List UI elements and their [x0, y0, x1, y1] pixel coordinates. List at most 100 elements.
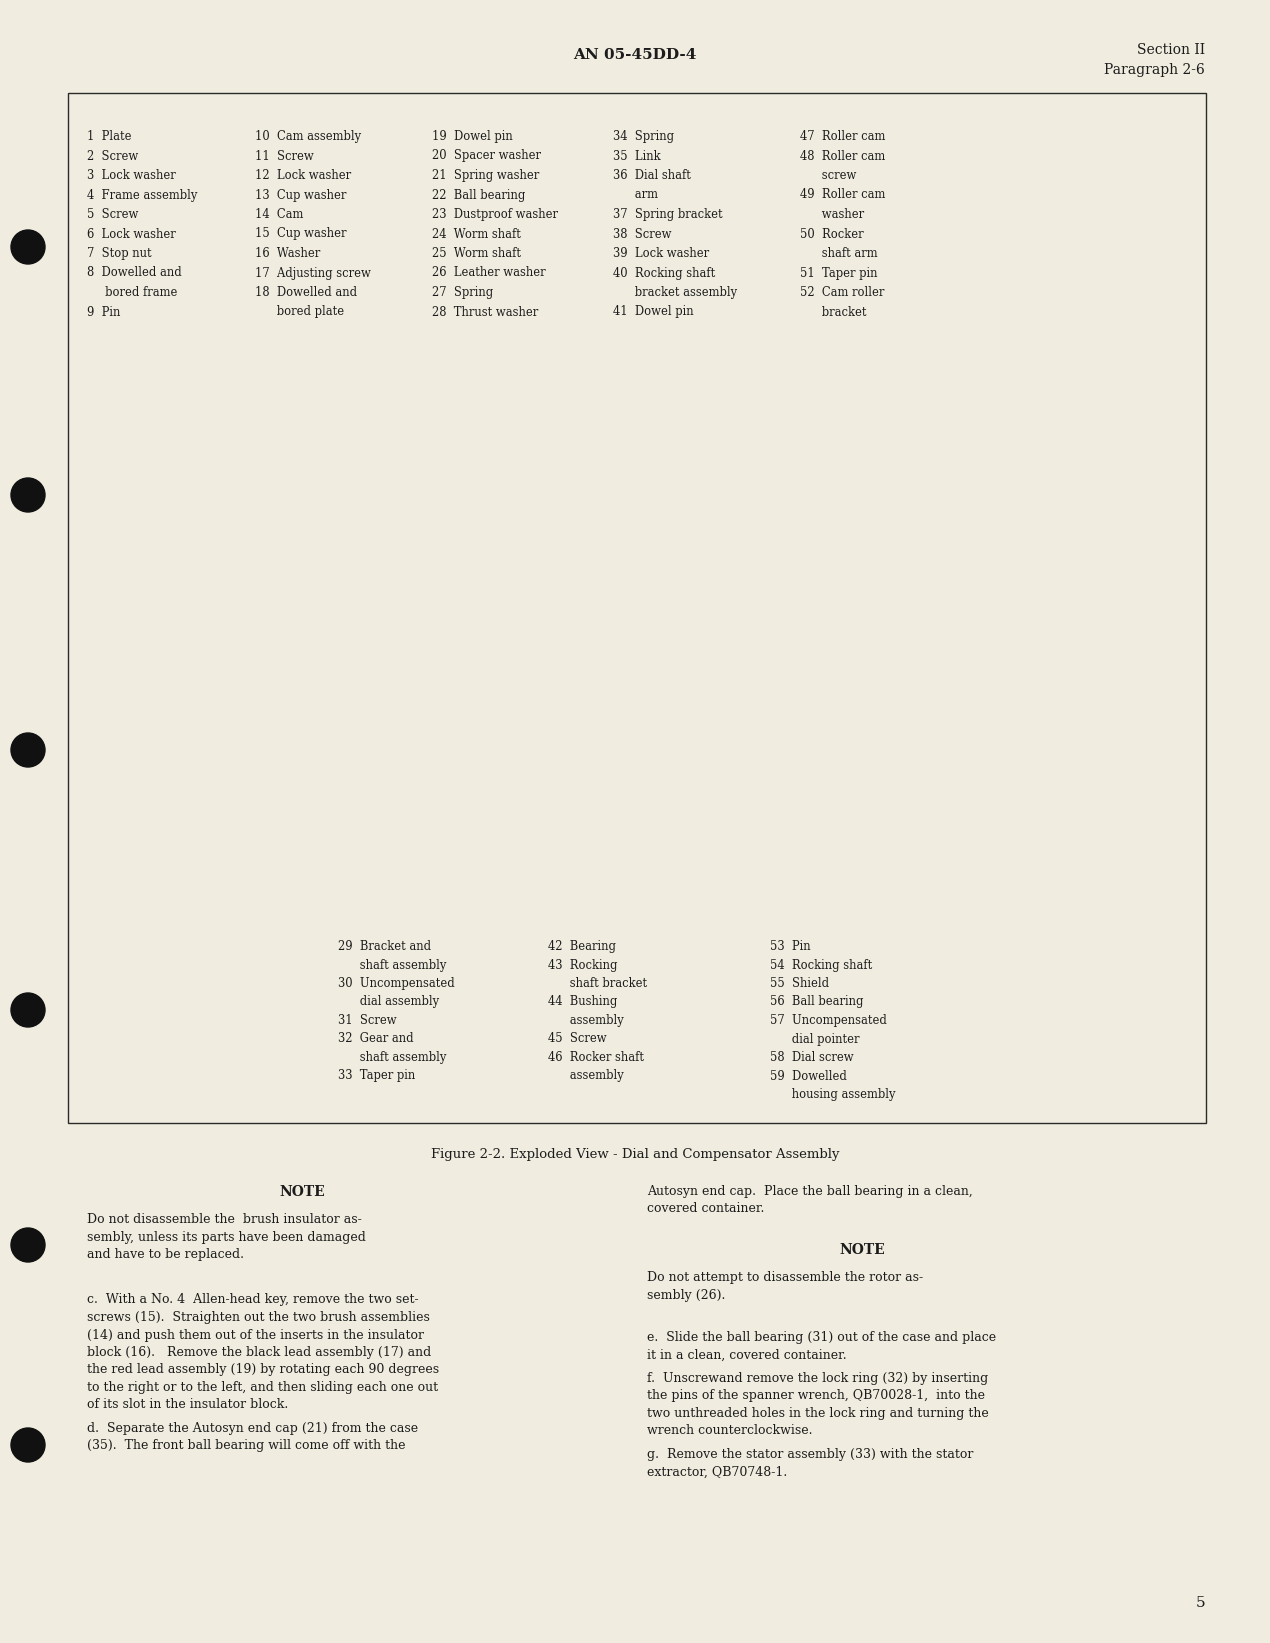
- Text: 28  Thrust washer: 28 Thrust washer: [432, 306, 538, 319]
- Text: two unthreaded holes in the lock ring and turning the: two unthreaded holes in the lock ring an…: [646, 1406, 989, 1420]
- Text: 21  Spring washer: 21 Spring washer: [432, 169, 540, 182]
- Text: 57  Uncompensated: 57 Uncompensated: [770, 1014, 886, 1027]
- Text: 29  Bracket and: 29 Bracket and: [338, 940, 431, 953]
- Text: shaft assembly: shaft assembly: [338, 1052, 446, 1065]
- Text: AN 05-45DD-4: AN 05-45DD-4: [573, 48, 697, 62]
- Text: 13  Cup washer: 13 Cup washer: [255, 189, 347, 202]
- Text: (14) and push them out of the inserts in the insulator: (14) and push them out of the inserts in…: [88, 1329, 424, 1341]
- Text: arm: arm: [613, 189, 658, 202]
- Text: covered container.: covered container.: [646, 1203, 765, 1216]
- Text: the red lead assembly (19) by rotating each 90 degrees: the red lead assembly (19) by rotating e…: [88, 1364, 439, 1377]
- Text: 3  Lock washer: 3 Lock washer: [88, 169, 175, 182]
- Text: 53  Pin: 53 Pin: [770, 940, 810, 953]
- Text: 44  Bushing: 44 Bushing: [547, 996, 617, 1009]
- Text: 25  Worm shaft: 25 Worm shaft: [432, 246, 521, 260]
- Text: 8  Dowelled and: 8 Dowelled and: [88, 266, 182, 279]
- Text: 34  Spring: 34 Spring: [613, 130, 674, 143]
- Text: 49  Roller cam: 49 Roller cam: [800, 189, 885, 202]
- Text: 42  Bearing: 42 Bearing: [547, 940, 616, 953]
- Text: bracket: bracket: [800, 306, 866, 319]
- Text: c.  With a No. 4  Allen-head key, remove the two set-: c. With a No. 4 Allen-head key, remove t…: [88, 1293, 419, 1306]
- Text: 33  Taper pin: 33 Taper pin: [338, 1070, 415, 1083]
- Text: Figure 2-2. Exploded View - Dial and Compensator Assembly: Figure 2-2. Exploded View - Dial and Com…: [431, 1148, 839, 1162]
- Text: 59  Dowelled: 59 Dowelled: [770, 1070, 847, 1083]
- Circle shape: [11, 478, 44, 513]
- Text: 24  Worm shaft: 24 Worm shaft: [432, 227, 521, 240]
- Text: 2  Screw: 2 Screw: [88, 150, 138, 163]
- Text: of its slot in the insulator block.: of its slot in the insulator block.: [88, 1398, 288, 1411]
- Text: 5  Screw: 5 Screw: [88, 209, 138, 222]
- Bar: [69, 94, 1206, 1124]
- Text: the pins of the spanner wrench, QB70028-1,  into the: the pins of the spanner wrench, QB70028-…: [646, 1390, 986, 1403]
- Text: 50  Rocker: 50 Rocker: [800, 227, 864, 240]
- Text: 20  Spacer washer: 20 Spacer washer: [432, 150, 541, 163]
- Text: assembly: assembly: [547, 1014, 624, 1027]
- Text: Autosyn end cap.  Place the ball bearing in a clean,: Autosyn end cap. Place the ball bearing …: [646, 1185, 973, 1198]
- Text: 16  Washer: 16 Washer: [255, 246, 320, 260]
- Text: 46  Rocker shaft: 46 Rocker shaft: [547, 1052, 644, 1065]
- Text: 14  Cam: 14 Cam: [255, 209, 304, 222]
- Circle shape: [11, 1428, 44, 1462]
- Text: g.  Remove the stator assembly (33) with the stator: g. Remove the stator assembly (33) with …: [646, 1447, 973, 1461]
- Text: 26  Leather washer: 26 Leather washer: [432, 266, 546, 279]
- Text: 52  Cam roller: 52 Cam roller: [800, 286, 884, 299]
- Text: wrench counterclockwise.: wrench counterclockwise.: [646, 1424, 813, 1438]
- Text: to the right or to the left, and then sliding each one out: to the right or to the left, and then sl…: [88, 1382, 438, 1393]
- Text: 37  Spring bracket: 37 Spring bracket: [613, 209, 723, 222]
- Text: 31  Screw: 31 Screw: [338, 1014, 396, 1027]
- Text: f.  Unscrewand remove the lock ring (32) by inserting: f. Unscrewand remove the lock ring (32) …: [646, 1372, 988, 1385]
- Circle shape: [11, 992, 44, 1027]
- Circle shape: [11, 733, 44, 767]
- Text: sembly (26).: sembly (26).: [646, 1288, 725, 1301]
- Text: d.  Separate the Autosyn end cap (21) from the case: d. Separate the Autosyn end cap (21) fro…: [88, 1421, 418, 1434]
- Text: 40  Rocking shaft: 40 Rocking shaft: [613, 266, 715, 279]
- Text: 54  Rocking shaft: 54 Rocking shaft: [770, 958, 872, 971]
- Text: 5: 5: [1195, 1595, 1205, 1610]
- Text: and have to be replaced.: and have to be replaced.: [88, 1249, 244, 1260]
- Text: Do not attempt to disassemble the rotor as-: Do not attempt to disassemble the rotor …: [646, 1272, 923, 1283]
- Text: 32  Gear and: 32 Gear and: [338, 1032, 414, 1045]
- Text: 22  Ball bearing: 22 Ball bearing: [432, 189, 526, 202]
- Circle shape: [11, 230, 44, 265]
- Text: 41  Dowel pin: 41 Dowel pin: [613, 306, 693, 319]
- Text: 38  Screw: 38 Screw: [613, 227, 672, 240]
- Text: 35  Link: 35 Link: [613, 150, 660, 163]
- Text: screws (15).  Straighten out the two brush assemblies: screws (15). Straighten out the two brus…: [88, 1311, 429, 1324]
- Text: NOTE: NOTE: [839, 1244, 885, 1257]
- Text: shaft assembly: shaft assembly: [338, 958, 446, 971]
- Text: 43  Rocking: 43 Rocking: [547, 958, 617, 971]
- Text: NOTE: NOTE: [279, 1185, 325, 1199]
- Text: Section II: Section II: [1137, 43, 1205, 58]
- Text: 1  Plate: 1 Plate: [88, 130, 132, 143]
- Text: 12  Lock washer: 12 Lock washer: [255, 169, 351, 182]
- Text: 17  Adjusting screw: 17 Adjusting screw: [255, 266, 371, 279]
- Text: Do not disassemble the  brush insulator as-: Do not disassemble the brush insulator a…: [88, 1213, 362, 1226]
- Text: 30  Uncompensated: 30 Uncompensated: [338, 978, 455, 991]
- Text: 9  Pin: 9 Pin: [88, 306, 121, 319]
- Text: bored frame: bored frame: [88, 286, 178, 299]
- Text: assembly: assembly: [547, 1070, 624, 1083]
- Text: 27  Spring: 27 Spring: [432, 286, 493, 299]
- Text: 58  Dial screw: 58 Dial screw: [770, 1052, 853, 1065]
- Text: 7  Stop nut: 7 Stop nut: [88, 246, 151, 260]
- Text: housing assembly: housing assembly: [770, 1088, 895, 1101]
- Text: extractor, QB70748-1.: extractor, QB70748-1.: [646, 1466, 787, 1479]
- Text: block (16).   Remove the black lead assembly (17) and: block (16). Remove the black lead assemb…: [88, 1346, 432, 1359]
- Text: 36  Dial shaft: 36 Dial shaft: [613, 169, 691, 182]
- Text: 23  Dustproof washer: 23 Dustproof washer: [432, 209, 558, 222]
- Text: washer: washer: [800, 209, 864, 222]
- Text: 4  Frame assembly: 4 Frame assembly: [88, 189, 197, 202]
- Text: 48  Roller cam: 48 Roller cam: [800, 150, 885, 163]
- Text: (35).  The front ball bearing will come off with the: (35). The front ball bearing will come o…: [88, 1439, 405, 1452]
- Text: sembly, unless its parts have been damaged: sembly, unless its parts have been damag…: [88, 1231, 366, 1244]
- Text: 47  Roller cam: 47 Roller cam: [800, 130, 885, 143]
- Text: Paragraph 2-6: Paragraph 2-6: [1104, 62, 1205, 77]
- Text: bracket assembly: bracket assembly: [613, 286, 737, 299]
- Text: screw: screw: [800, 169, 856, 182]
- Text: dial assembly: dial assembly: [338, 996, 439, 1009]
- Text: 19  Dowel pin: 19 Dowel pin: [432, 130, 513, 143]
- Text: 51  Taper pin: 51 Taper pin: [800, 266, 878, 279]
- Circle shape: [11, 1227, 44, 1262]
- Text: 10  Cam assembly: 10 Cam assembly: [255, 130, 361, 143]
- Text: shaft arm: shaft arm: [800, 246, 878, 260]
